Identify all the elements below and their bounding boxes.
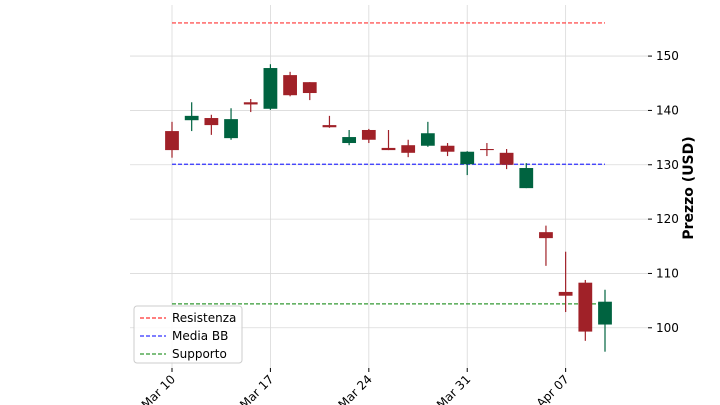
y-tick-label: 100: [656, 321, 679, 335]
candle-body: [184, 115, 199, 121]
candle-body: [499, 152, 514, 165]
candle-body: [440, 145, 455, 152]
candle-body: [460, 151, 475, 165]
y-tick-label: 110: [656, 266, 679, 280]
candle-body: [243, 102, 258, 105]
x-tick-label: Mar 24: [336, 372, 375, 405]
y-tick-label: 130: [656, 158, 679, 172]
candle-body: [263, 68, 278, 109]
legend: Resistenza Media BB Supporto: [133, 305, 243, 364]
y-axis-label: Prezzo (USD): [681, 136, 697, 239]
candle-body: [539, 232, 553, 239]
candle-body: [598, 301, 612, 325]
candle-body: [204, 118, 219, 126]
candle-body: [322, 125, 337, 128]
y-tick-label: 120: [656, 212, 679, 226]
candle-body: [165, 131, 179, 151]
candle-body: [342, 137, 357, 144]
legend-label: Resistenza: [172, 311, 236, 325]
y-tick-label: 150: [656, 49, 679, 63]
candle-body: [578, 282, 593, 332]
candle-body: [558, 291, 573, 296]
x-tick-label: Apr 07: [534, 372, 572, 405]
x-tick-label: Mar 31: [434, 372, 473, 405]
y-tick-label: 140: [656, 103, 679, 117]
candle-body: [420, 133, 435, 146]
candle-body: [401, 145, 416, 153]
legend-frame: [133, 305, 243, 364]
legend-label: Media BB: [172, 329, 228, 343]
candle-body: [361, 129, 376, 140]
x-tick-label: Mar 17: [237, 372, 276, 405]
candle-body: [381, 147, 396, 151]
legend-label: Supporto: [172, 347, 227, 361]
candle-body: [480, 149, 494, 151]
candle-body: [302, 82, 317, 94]
candle-body: [283, 75, 297, 96]
candle-body: [224, 119, 238, 139]
candle-body: [519, 168, 534, 189]
x-tick-label: Mar 10: [139, 372, 178, 405]
